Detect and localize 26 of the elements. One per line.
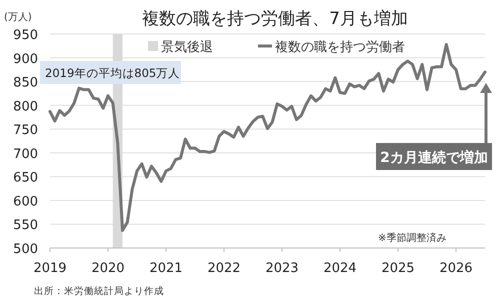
chart-title: 複数の職を持つ労働者、7月も増加	[142, 9, 408, 29]
y-axis-title: (万人)	[4, 12, 32, 23]
y-tick-label: 550	[13, 218, 38, 234]
legend-label: 複数の職を持つ労働者	[275, 40, 405, 55]
y-tick-label: 850	[13, 76, 38, 91]
annotation: 2019年の平均は805万人	[45, 66, 180, 80]
text: 出所：米労働統計局より作成	[34, 285, 164, 297]
x-tick-label: 2026	[439, 261, 473, 276]
y-tick-label: 750	[13, 123, 38, 138]
y-tick-label: 650	[13, 170, 38, 186]
x-tick-label: 2022	[207, 261, 241, 276]
band-label: 景気後退	[161, 40, 213, 55]
x-tick-label: 2024	[323, 261, 357, 276]
y-tick-label: 800	[13, 99, 38, 114]
y-tick-label: 900	[13, 52, 38, 67]
y-tick-label: 500	[13, 242, 38, 257]
x-tick-label: 2023	[265, 261, 299, 276]
annotation: 2カ月連続で増加	[380, 149, 488, 166]
x-tick-label: 2021	[149, 261, 183, 276]
y-tick-label: 700	[13, 146, 38, 162]
x-tick-label: 2020	[91, 261, 125, 276]
y-tick-label: 600	[13, 194, 38, 210]
x-tick-label: 2025	[381, 261, 415, 276]
annotation: ※季節調整済み	[378, 232, 446, 244]
y-tick-label: 950	[13, 28, 38, 43]
x-tick-label: 2019	[33, 261, 67, 276]
